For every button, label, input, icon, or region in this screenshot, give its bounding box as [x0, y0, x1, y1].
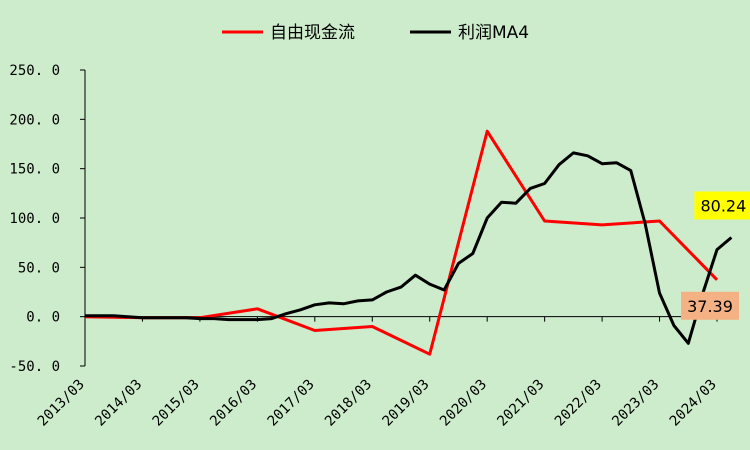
y-tick-label: 150. 0 [9, 162, 60, 178]
y-tick-label: 0. 0 [26, 310, 60, 326]
y-tick-label: -50. 0 [9, 359, 60, 375]
y-tick-label: 50. 0 [18, 260, 60, 276]
x-tick-label: 2014/03 [92, 377, 145, 430]
data-label-box [694, 191, 750, 220]
data-label-1: 37.39 [681, 291, 739, 320]
series-line-1 [85, 151, 733, 345]
data-label-box [681, 291, 739, 320]
x-axis: 2013/03 2014/03 2015/03 2016/03 2017/03 2018/… [35, 316, 720, 430]
data-label-text: 37.39 [687, 297, 733, 316]
x-tick-label: 2019/03 [380, 377, 433, 430]
legend: 自由现金流 利润MA4 [222, 23, 529, 43]
legend-label-free-cash-flow: 自由现金流 [270, 23, 355, 43]
y-tick-label: 100. 0 [9, 211, 60, 227]
y-tick-label: 250. 0 [9, 63, 60, 79]
legend-label-profit-ma4: 利润MA4 [458, 23, 529, 43]
x-tick-label: 2023/03 [609, 377, 662, 430]
x-tick-label: 2018/03 [322, 377, 375, 430]
x-tick-label: 2016/03 [207, 377, 260, 430]
x-tick-label: 2020/03 [437, 377, 490, 430]
x-tick-label: 2021/03 [494, 377, 547, 430]
data-label-0: 80.24 [694, 191, 750, 220]
series-lines [84, 129, 733, 356]
data-labels: 80.24 37.39 [681, 191, 750, 320]
y-tick-label: 200. 0 [9, 112, 60, 128]
x-tick-label: 2015/03 [150, 377, 203, 430]
data-label-text: 80.24 [700, 196, 746, 215]
x-tick-label: 2022/03 [552, 377, 605, 430]
x-tick-label: 2013/03 [35, 377, 88, 430]
x-tick-label: 2017/03 [265, 377, 318, 430]
y-axis: 250. 0 200. 0 150. 0 100. 0 50. 0 0. 0 -50. 0 [9, 63, 86, 375]
x-tick-label: 2024/03 [667, 377, 720, 430]
